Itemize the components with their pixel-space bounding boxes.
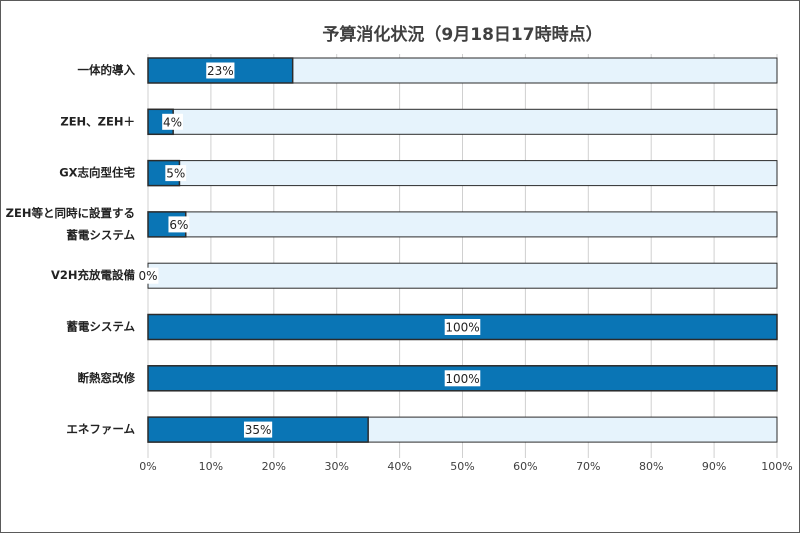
x-tick-label: 10% bbox=[199, 460, 223, 473]
x-tick-label: 40% bbox=[387, 460, 411, 473]
category-label: GX志向型住宅 bbox=[59, 166, 135, 180]
data-label: 5% bbox=[166, 167, 185, 181]
data-label-box bbox=[162, 113, 183, 130]
data-label-box bbox=[165, 165, 187, 182]
data-label: 4% bbox=[163, 115, 182, 129]
data-label-box bbox=[168, 216, 190, 233]
category-label: 一体的導入 bbox=[78, 63, 136, 77]
data-label: 6% bbox=[169, 218, 188, 232]
data-label-box bbox=[206, 62, 235, 79]
data-label-box bbox=[444, 319, 481, 335]
bar-remaining bbox=[147, 160, 778, 187]
data-label: 23% bbox=[207, 64, 234, 78]
x-tick-label: 60% bbox=[513, 460, 537, 473]
data-label: 0% bbox=[138, 269, 157, 283]
x-tick-label: 80% bbox=[639, 460, 663, 473]
data-label: 100% bbox=[445, 321, 479, 335]
data-label: 100% bbox=[445, 372, 479, 386]
category-label: エネファーム bbox=[66, 422, 135, 436]
bar-remaining bbox=[147, 108, 778, 135]
data-label-box bbox=[243, 421, 273, 438]
data-label: 35% bbox=[245, 423, 272, 437]
category-label: ZEH、ZEH＋ bbox=[60, 114, 135, 128]
x-tick-label: 30% bbox=[324, 460, 348, 473]
bar-remaining bbox=[147, 211, 778, 238]
category-label: 蓄電システム bbox=[66, 228, 135, 242]
data-label-box bbox=[444, 370, 481, 387]
x-tick-label: 20% bbox=[262, 460, 286, 473]
category-label: ZEH等と同時に設置する bbox=[6, 206, 135, 220]
category-label: 断熱窓改修 bbox=[78, 371, 136, 385]
x-tick-label: 100% bbox=[761, 460, 792, 473]
x-tick-label: 0% bbox=[139, 460, 156, 473]
x-tick-label: 50% bbox=[450, 460, 474, 473]
chart-title: 予算消化状況（9月18日17時時点） bbox=[322, 25, 603, 45]
data-label-box bbox=[137, 267, 159, 284]
category-label: 蓄電システム bbox=[66, 320, 135, 334]
category-label: V2H充放電設備 bbox=[51, 268, 136, 282]
x-tick-label: 70% bbox=[576, 460, 600, 473]
x-tick-label: 90% bbox=[702, 460, 726, 473]
bar-remaining bbox=[147, 262, 778, 289]
